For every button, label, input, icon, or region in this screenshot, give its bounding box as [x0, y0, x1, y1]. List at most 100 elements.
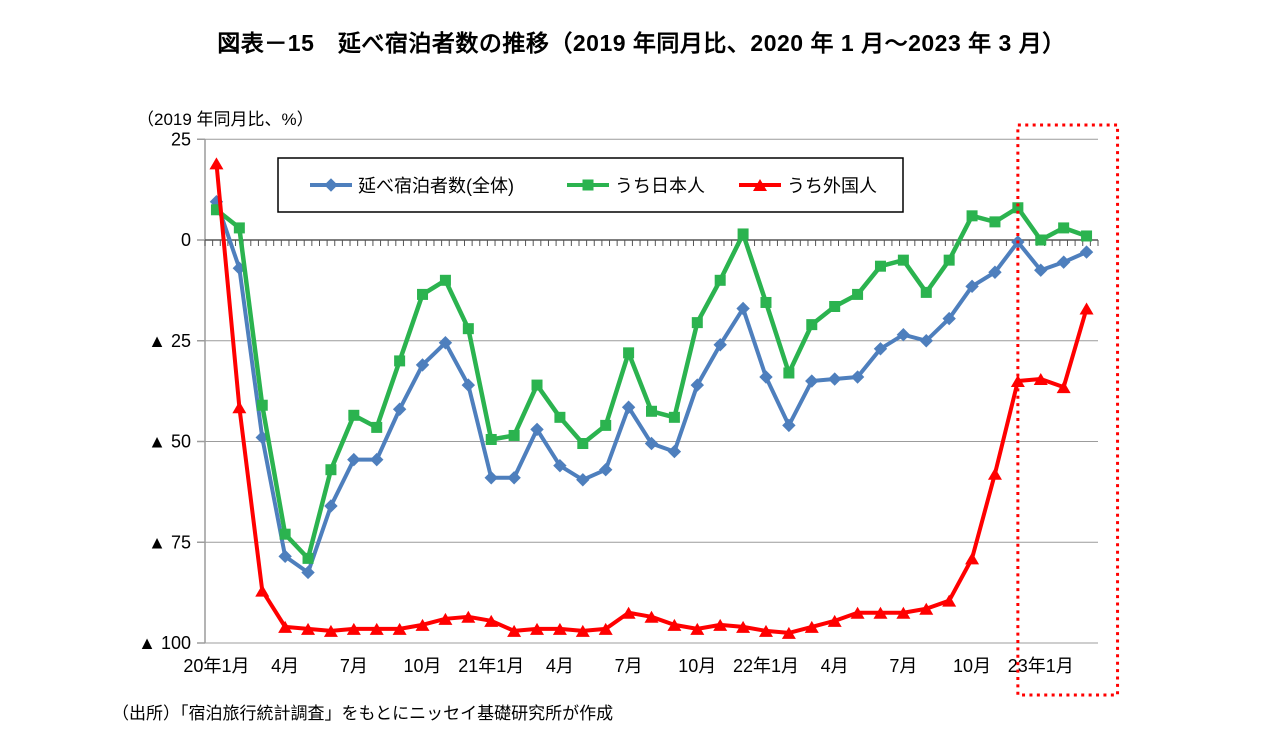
- series-marker-1: [690, 378, 705, 392]
- y-axis-label: 25: [171, 129, 191, 149]
- series-marker-3: [873, 606, 888, 619]
- series-marker-2: [302, 552, 314, 564]
- series-marker-2: [943, 254, 955, 266]
- series-marker-1: [1056, 255, 1071, 269]
- series-marker-2: [325, 464, 337, 476]
- series-marker-3: [484, 614, 499, 627]
- series-marker-2: [279, 528, 291, 540]
- series-marker-1: [873, 342, 888, 356]
- y-axis-label: ▲ 75: [148, 532, 191, 552]
- highlight-box: [1016, 123, 1120, 697]
- series-marker-2: [714, 274, 726, 286]
- series-marker-2: [462, 323, 474, 335]
- series-marker-2: [394, 355, 406, 367]
- series-marker-2: [966, 210, 978, 222]
- series-marker-2: [897, 254, 909, 266]
- series-marker-3: [461, 610, 476, 623]
- x-axis-label: 10月: [953, 656, 991, 676]
- x-axis-label: 7月: [889, 656, 917, 676]
- series-marker-1: [598, 463, 613, 477]
- series-marker-2: [1081, 230, 1093, 242]
- x-axis-label: 7月: [340, 656, 368, 676]
- series-marker-2: [668, 411, 680, 423]
- series-marker-3: [919, 602, 934, 615]
- x-axis-label: 4月: [271, 656, 299, 676]
- x-axis-label: 10月: [404, 656, 442, 676]
- series-marker-3: [667, 618, 682, 631]
- x-axis-label: 21年1月: [458, 656, 524, 676]
- legend-label-1: 延べ宿泊者数(全体): [358, 176, 514, 196]
- series-marker-3: [507, 624, 522, 637]
- series-marker-3: [713, 618, 728, 631]
- series-marker-1: [301, 565, 315, 580]
- series-marker-1: [461, 378, 476, 392]
- series-marker-2: [371, 421, 383, 433]
- series-marker-2: [760, 296, 772, 308]
- series-marker-2: [623, 347, 635, 359]
- legend-label-2: うち日本人: [615, 176, 705, 196]
- series-line-3: [214, 161, 1089, 635]
- y-axis-label: ▲ 100: [138, 633, 191, 653]
- series-marker-3: [278, 620, 293, 633]
- series-marker-1: [827, 372, 842, 386]
- x-axis-label: 4月: [821, 656, 849, 676]
- series-marker-3: [644, 610, 659, 623]
- series-marker-2: [256, 399, 268, 411]
- series-marker-1: [667, 444, 682, 459]
- series-marker-1: [644, 436, 659, 451]
- series-marker-1: [484, 471, 498, 485]
- series-marker-2: [874, 260, 886, 272]
- series-marker-3: [896, 606, 911, 619]
- series-marker-2: [646, 405, 657, 417]
- series-marker-3: [438, 612, 453, 625]
- x-axis-label: 20年1月: [183, 656, 249, 676]
- series-marker-3: [415, 618, 430, 631]
- series-marker-2: [783, 367, 795, 379]
- series-marker-1: [1079, 245, 1094, 259]
- series-marker-2: [531, 379, 543, 391]
- series-marker-1: [988, 265, 1002, 279]
- series-marker-2: [577, 438, 589, 450]
- series-marker-3: [804, 620, 819, 633]
- series-marker-1: [553, 458, 567, 473]
- series-marker-1: [415, 358, 430, 372]
- series-marker-3: [1056, 381, 1071, 394]
- series-marker-3: [621, 606, 636, 619]
- series-marker-3: [575, 624, 590, 637]
- series-marker-1: [278, 549, 292, 564]
- series-marker-3: [369, 622, 384, 635]
- series-marker-2: [852, 288, 864, 300]
- series-marker-3: [1079, 302, 1094, 315]
- x-axis-label: 22年1月: [733, 656, 799, 676]
- y-axis-label: ▲ 25: [148, 331, 191, 351]
- x-axis-label: 23年1月: [1008, 656, 1074, 676]
- series-marker-1: [621, 400, 636, 414]
- y-axis-unit-label: （2019 年同月比、%）: [137, 110, 314, 129]
- series-marker-2: [485, 433, 497, 445]
- series-marker-1: [850, 370, 865, 384]
- x-axis-label: 10月: [678, 656, 716, 676]
- series-marker-2: [1058, 222, 1070, 234]
- series-marker-3: [736, 620, 751, 633]
- series-marker-2: [348, 409, 360, 421]
- series-marker-3: [346, 622, 361, 635]
- series-marker-1: [782, 418, 796, 433]
- series-marker-3: [232, 401, 247, 414]
- series-marker-2: [508, 429, 520, 441]
- legend-label-3: うち外国人: [787, 176, 877, 196]
- series-marker-2: [806, 319, 818, 331]
- legend-marker-2: [582, 179, 594, 191]
- series-marker-2: [439, 274, 451, 286]
- series-marker-2: [210, 204, 222, 216]
- series-marker-3: [209, 157, 224, 170]
- series-marker-3: [255, 584, 270, 597]
- series-marker-1: [438, 336, 453, 350]
- series-marker-1: [713, 338, 727, 352]
- x-axis-label: 7月: [615, 656, 643, 676]
- series-marker-3: [827, 614, 842, 627]
- series-marker-1: [324, 499, 338, 513]
- series-marker-3: [301, 622, 316, 635]
- series-marker-2: [1012, 202, 1024, 214]
- series-marker-2: [233, 222, 245, 234]
